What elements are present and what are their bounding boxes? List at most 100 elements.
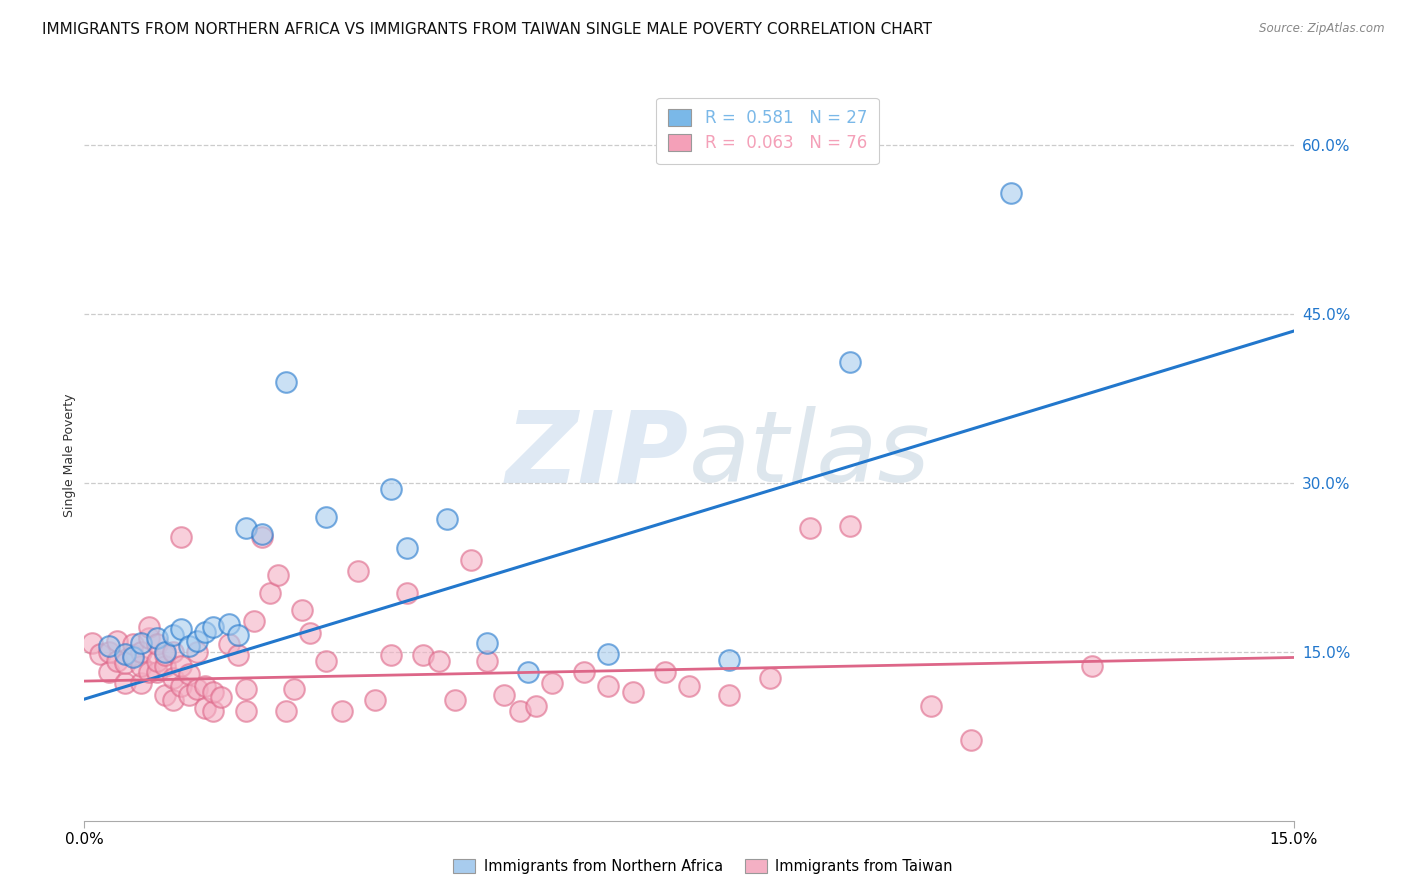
Point bbox=[194, 624, 217, 639]
Point bbox=[146, 637, 169, 651]
Point bbox=[444, 693, 467, 707]
Point bbox=[477, 654, 499, 668]
Point bbox=[274, 375, 297, 389]
Point bbox=[146, 654, 169, 668]
Point bbox=[105, 654, 128, 668]
Point bbox=[97, 645, 120, 659]
Point bbox=[209, 690, 232, 704]
Point bbox=[572, 665, 595, 679]
Point bbox=[186, 681, 208, 696]
Point bbox=[194, 679, 217, 693]
Point bbox=[412, 648, 434, 663]
Point bbox=[920, 698, 942, 713]
Point bbox=[153, 648, 176, 663]
Point bbox=[380, 482, 402, 496]
Legend: Immigrants from Northern Africa, Immigrants from Taiwan: Immigrants from Northern Africa, Immigra… bbox=[447, 854, 959, 880]
Point bbox=[330, 705, 353, 719]
Point bbox=[242, 615, 264, 629]
Point bbox=[138, 632, 160, 646]
Point bbox=[250, 530, 273, 544]
Legend: R =  0.581   N = 27, R =  0.063   N = 76: R = 0.581 N = 27, R = 0.063 N = 76 bbox=[657, 97, 879, 164]
Point bbox=[509, 705, 531, 719]
Point bbox=[153, 688, 176, 702]
Point bbox=[105, 633, 128, 648]
Point bbox=[82, 636, 104, 650]
Point bbox=[654, 665, 676, 679]
Point bbox=[114, 647, 136, 661]
Point bbox=[259, 586, 281, 600]
Point bbox=[170, 530, 193, 544]
Point bbox=[395, 541, 418, 556]
Point bbox=[170, 659, 193, 673]
Point bbox=[138, 620, 160, 634]
Point bbox=[121, 650, 143, 665]
Point bbox=[436, 512, 458, 526]
Point bbox=[218, 637, 240, 651]
Point bbox=[460, 552, 482, 566]
Point bbox=[839, 354, 862, 368]
Text: ZIP: ZIP bbox=[506, 407, 689, 503]
Point bbox=[291, 603, 314, 617]
Point bbox=[235, 681, 257, 696]
Y-axis label: Single Male Poverty: Single Male Poverty bbox=[63, 393, 76, 516]
Point bbox=[162, 628, 184, 642]
Point bbox=[129, 659, 152, 673]
Point bbox=[129, 636, 152, 650]
Point bbox=[380, 648, 402, 663]
Point bbox=[186, 633, 208, 648]
Point bbox=[799, 521, 821, 535]
Point bbox=[250, 526, 273, 541]
Point bbox=[202, 620, 225, 634]
Point bbox=[541, 676, 564, 690]
Point bbox=[170, 679, 193, 693]
Point bbox=[477, 636, 499, 650]
Point bbox=[492, 688, 515, 702]
Point bbox=[1000, 186, 1022, 200]
Point bbox=[621, 685, 644, 699]
Point bbox=[179, 639, 201, 653]
Point bbox=[598, 679, 620, 693]
Point bbox=[315, 509, 337, 524]
Point bbox=[202, 685, 225, 699]
Point bbox=[153, 659, 176, 673]
Point bbox=[162, 645, 184, 659]
Point bbox=[138, 665, 160, 679]
Point bbox=[524, 698, 547, 713]
Point bbox=[226, 628, 249, 642]
Point bbox=[146, 665, 169, 679]
Point bbox=[315, 654, 337, 668]
Point bbox=[758, 671, 780, 685]
Point bbox=[516, 665, 538, 679]
Text: Source: ZipAtlas.com: Source: ZipAtlas.com bbox=[1260, 22, 1385, 36]
Point bbox=[363, 693, 385, 707]
Point bbox=[598, 647, 620, 661]
Point bbox=[347, 564, 370, 578]
Point bbox=[718, 653, 741, 667]
Point bbox=[427, 654, 450, 668]
Text: atlas: atlas bbox=[689, 407, 931, 503]
Point bbox=[146, 632, 169, 646]
Point bbox=[179, 667, 201, 681]
Point bbox=[226, 648, 249, 663]
Point bbox=[114, 676, 136, 690]
Point bbox=[718, 688, 741, 702]
Point bbox=[170, 623, 193, 637]
Point bbox=[89, 647, 111, 661]
Point bbox=[678, 679, 700, 693]
Point bbox=[839, 518, 862, 533]
Text: IMMIGRANTS FROM NORTHERN AFRICA VS IMMIGRANTS FROM TAIWAN SINGLE MALE POVERTY CO: IMMIGRANTS FROM NORTHERN AFRICA VS IMMIG… bbox=[42, 22, 932, 37]
Point bbox=[97, 639, 120, 653]
Point bbox=[121, 637, 143, 651]
Point bbox=[162, 671, 184, 685]
Point bbox=[960, 732, 983, 747]
Point bbox=[202, 705, 225, 719]
Point bbox=[194, 701, 217, 715]
Point bbox=[395, 586, 418, 600]
Point bbox=[299, 625, 322, 640]
Point bbox=[129, 676, 152, 690]
Point bbox=[97, 665, 120, 679]
Point bbox=[235, 705, 257, 719]
Point bbox=[114, 656, 136, 670]
Point bbox=[218, 616, 240, 631]
Point bbox=[129, 645, 152, 659]
